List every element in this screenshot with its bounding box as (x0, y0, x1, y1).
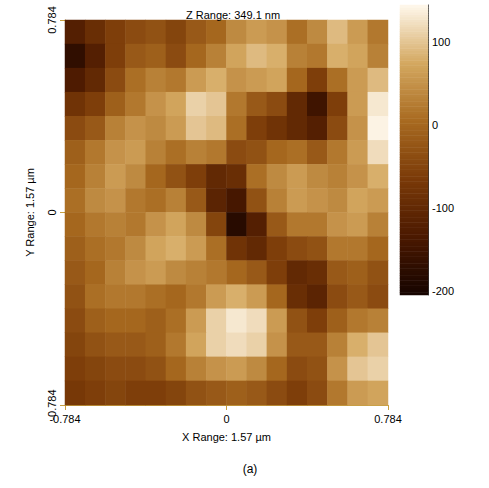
svg-text:-0.784: -0.784 (49, 413, 80, 425)
svg-text:100: 100 (432, 36, 450, 48)
svg-text:0.784: 0.784 (374, 413, 402, 425)
svg-text:0: 0 (223, 413, 229, 425)
svg-text:(a): (a) (243, 462, 258, 476)
svg-text:-200: -200 (432, 285, 454, 297)
svg-text:Z Range: 349.1 nm: Z Range: 349.1 nm (186, 9, 280, 21)
svg-text:-100: -100 (432, 202, 454, 214)
svg-text:X Range: 1.57 µm: X Range: 1.57 µm (182, 431, 271, 443)
svg-text:-0.784: -0.784 (45, 389, 58, 421)
svg-text:0: 0 (432, 119, 438, 131)
svg-text:0: 0 (46, 209, 58, 215)
svg-text:0.784: 0.784 (46, 6, 58, 34)
svg-text:Y Range: 1.57 µm: Y Range: 1.57 µm (24, 168, 36, 257)
